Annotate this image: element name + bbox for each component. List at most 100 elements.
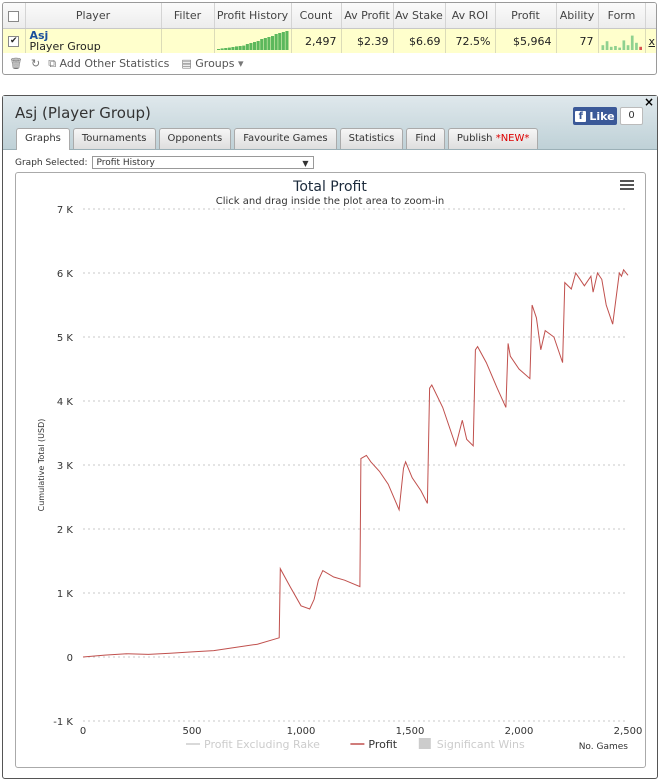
header-count[interactable]: Count bbox=[291, 3, 342, 29]
header-filter[interactable]: Filter bbox=[161, 3, 215, 29]
profit-history-bar bbox=[266, 36, 270, 50]
menu-icon bbox=[620, 180, 634, 182]
tab-publish-label: Publish bbox=[456, 133, 496, 144]
y-axis-label: Cumulative Total (USD) bbox=[37, 419, 46, 512]
row-checkbox[interactable]: ✔ bbox=[8, 36, 20, 47]
refresh-icon[interactable]: ↻ bbox=[30, 57, 41, 70]
header-av-profit[interactable]: Av Profit bbox=[341, 3, 394, 29]
table-header-row: Player Filter Profit History Count Av Pr… bbox=[3, 3, 656, 29]
header-player[interactable]: Player bbox=[25, 3, 162, 29]
legend-item: Profit bbox=[368, 738, 397, 751]
table-row[interactable]: ✔ Asj Player Group 2,497 $2.39 $6.69 72.… bbox=[3, 28, 656, 53]
graph-selector-row: Graph Selected: Profit History ▼ bbox=[15, 156, 314, 169]
y-tick-label: -1 K bbox=[53, 717, 73, 728]
form-bar bbox=[630, 35, 634, 50]
x-tick-label: 1,500 bbox=[396, 726, 425, 737]
player-stats-table: Player Filter Profit History Count Av Pr… bbox=[3, 3, 656, 53]
player-name-link[interactable]: Asj bbox=[29, 29, 49, 42]
profit-history-bar bbox=[256, 40, 260, 50]
y-tick-label: 6 K bbox=[57, 269, 74, 280]
av-roi-cell: 72.5% bbox=[445, 28, 496, 53]
profit-history-bar bbox=[252, 41, 256, 50]
profit-history-cell bbox=[214, 28, 292, 53]
tab-opponents[interactable]: Opponents bbox=[158, 128, 232, 149]
y-tick-label: 1 K bbox=[57, 589, 74, 600]
close-icon[interactable]: × bbox=[643, 95, 654, 109]
ability-cell: 77 bbox=[556, 28, 599, 53]
trash-icon[interactable]: 🗑 bbox=[9, 57, 23, 70]
graph-select-value: Profit History bbox=[96, 158, 155, 168]
profit-history-bar bbox=[277, 32, 281, 50]
groups-dropdown[interactable]: ▤ Groups ▾ bbox=[181, 57, 244, 70]
profit-history-bar bbox=[270, 35, 274, 50]
header-profit-history[interactable]: Profit History bbox=[214, 3, 292, 29]
tab-tournaments[interactable]: Tournaments bbox=[72, 128, 156, 149]
header-select-all[interactable] bbox=[3, 3, 26, 29]
facebook-like-button[interactable]: f Like bbox=[573, 107, 617, 125]
legend-swatch bbox=[418, 738, 431, 749]
chart-title: Total Profit bbox=[292, 179, 367, 195]
menu-icon bbox=[620, 184, 634, 186]
tab-find[interactable]: Find bbox=[406, 128, 445, 149]
profit-history-bar bbox=[227, 47, 231, 50]
y-tick-label: 3 K bbox=[57, 461, 74, 472]
tab-bar: Graphs Tournaments Opponents Favourite G… bbox=[16, 128, 539, 150]
series-line-profit bbox=[82, 268, 629, 658]
graph-selected-label: Graph Selected: bbox=[15, 157, 88, 168]
form-bar bbox=[613, 45, 617, 50]
x-tick-label: 1,000 bbox=[287, 726, 316, 737]
header-ability[interactable]: Ability bbox=[556, 3, 599, 29]
y-tick-label: 7 K bbox=[57, 205, 74, 216]
form-bar bbox=[622, 39, 625, 50]
x-axis-label: No. Games bbox=[579, 742, 629, 752]
add-other-statistics-button[interactable]: ⧉ Add Other Statistics bbox=[48, 56, 170, 70]
form-bar bbox=[609, 46, 613, 50]
player-stats-panel: Player Filter Profit History Count Av Pr… bbox=[2, 2, 657, 75]
header-form[interactable]: Form bbox=[598, 3, 646, 29]
form-bar bbox=[638, 46, 642, 50]
new-badge: *NEW* bbox=[495, 133, 530, 144]
y-tick-label: 0 bbox=[67, 653, 73, 664]
facebook-icon: f bbox=[575, 110, 587, 122]
x-tick-label: 2,000 bbox=[505, 726, 534, 737]
window-title: Asj (Player Group) bbox=[15, 104, 151, 122]
tab-publish[interactable]: Publish *NEW* bbox=[447, 128, 539, 149]
legend-item: Significant Wins bbox=[437, 738, 525, 751]
tab-graphs[interactable]: Graphs bbox=[16, 128, 70, 150]
player-detail-window: Asj (Player Group) f Like 0 × Graphs Tou… bbox=[2, 95, 658, 779]
profit-history-bar bbox=[248, 42, 252, 50]
profit-history-bar bbox=[259, 38, 263, 50]
chevron-down-icon: ▾ bbox=[238, 57, 244, 70]
profit-history-bar bbox=[263, 37, 267, 50]
chart-container[interactable]: Total Profit Click and drag inside the pl… bbox=[15, 172, 646, 768]
form-bar bbox=[601, 44, 604, 50]
form-bar bbox=[626, 44, 629, 50]
player-group-label: Player Group bbox=[29, 40, 101, 53]
row-select-cell[interactable]: ✔ bbox=[3, 28, 26, 53]
profit-history-bar bbox=[220, 47, 224, 50]
filter-cell[interactable] bbox=[161, 28, 215, 53]
chart-subtitle: Click and drag inside the plot area to z… bbox=[216, 196, 444, 207]
tab-statistics[interactable]: Statistics bbox=[339, 128, 404, 149]
graph-select-dropdown[interactable]: Profit History ▼ bbox=[91, 156, 314, 169]
like-count: 0 bbox=[620, 107, 643, 125]
header-profit[interactable]: Profit bbox=[495, 3, 557, 29]
window-header: Asj (Player Group) f Like 0 × Graphs Tou… bbox=[3, 95, 657, 150]
remove-row-button[interactable]: x bbox=[645, 28, 656, 53]
form-cell bbox=[598, 28, 646, 53]
profit-history-bar bbox=[274, 33, 278, 50]
profit-history-bar bbox=[230, 46, 234, 50]
y-tick-label: 2 K bbox=[57, 525, 74, 536]
av-stake-cell: $6.69 bbox=[393, 28, 446, 53]
x-tick-label: 0 bbox=[80, 726, 86, 737]
player-cell[interactable]: Asj Player Group bbox=[25, 28, 162, 53]
select-all-checkbox[interactable] bbox=[8, 10, 20, 22]
tab-favourite-games[interactable]: Favourite Games bbox=[234, 128, 337, 149]
y-tick-label: 5 K bbox=[57, 333, 74, 344]
header-av-stake[interactable]: Av Stake bbox=[393, 3, 446, 29]
form-bar bbox=[634, 42, 638, 50]
form-sparkline bbox=[601, 35, 642, 50]
header-av-roi[interactable]: Av ROI bbox=[445, 3, 496, 29]
x-tick-label: 500 bbox=[182, 726, 201, 737]
